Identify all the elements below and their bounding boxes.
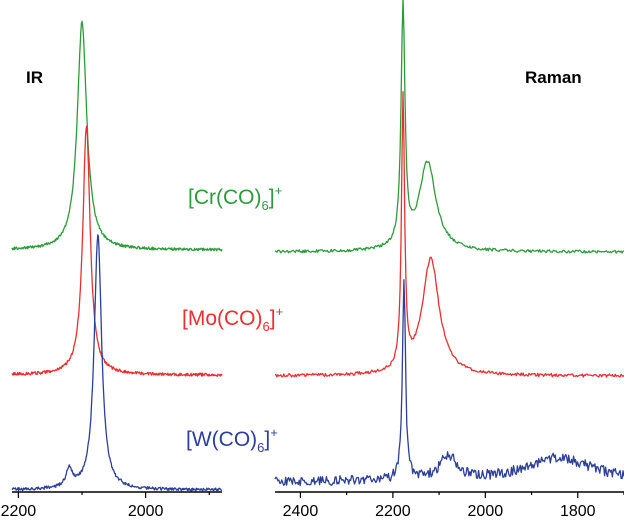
mo-label-post: ] — [270, 307, 276, 330]
w-label-sup: + — [270, 425, 278, 440]
w-label-main: [W(CO) — [186, 428, 257, 451]
cr-label-sub: 6 — [261, 198, 268, 213]
mo-label-sup: + — [276, 304, 284, 319]
w-series-label: [W(CO)6]+ — [186, 425, 278, 455]
cr-label-sup: + — [275, 183, 283, 198]
ir-x-tick-label: 2200 — [1, 503, 37, 520]
w-label-sub: 6 — [257, 440, 264, 455]
mo-label-sub: 6 — [263, 319, 270, 334]
raman-x-tick-label: 2000 — [468, 503, 504, 520]
raman-x-tick-label: 2200 — [375, 503, 411, 520]
w-label-post: ] — [264, 428, 270, 451]
raman-x-tick-label: 2400 — [283, 503, 319, 520]
ir-x-tick-label: 2000 — [128, 503, 164, 520]
ir-panel-label: IR — [26, 68, 43, 87]
raman-trace-cr — [274, 0, 624, 254]
ir-trace-w — [11, 234, 223, 492]
raman-trace-w — [274, 279, 624, 487]
raman-x-tick-label: 1800 — [560, 503, 596, 520]
cr-label-post: ] — [269, 186, 275, 209]
cr-series-label: [Cr(CO)6]+ — [188, 183, 282, 213]
ir-trace-mo — [11, 125, 223, 377]
ir-trace-cr — [11, 20, 223, 252]
mo-series-label: [Mo(CO)6]+ — [182, 304, 283, 334]
raman-plot: 2400 2200 2000 1800 — [274, 0, 624, 520]
raman-trace-mo — [274, 91, 624, 378]
cr-label-main: [Cr(CO) — [188, 186, 261, 209]
ir-plot: 2200 2000 — [1, 20, 223, 520]
mo-label-main: [Mo(CO) — [182, 307, 263, 330]
raman-panel-label: Raman — [525, 68, 582, 87]
